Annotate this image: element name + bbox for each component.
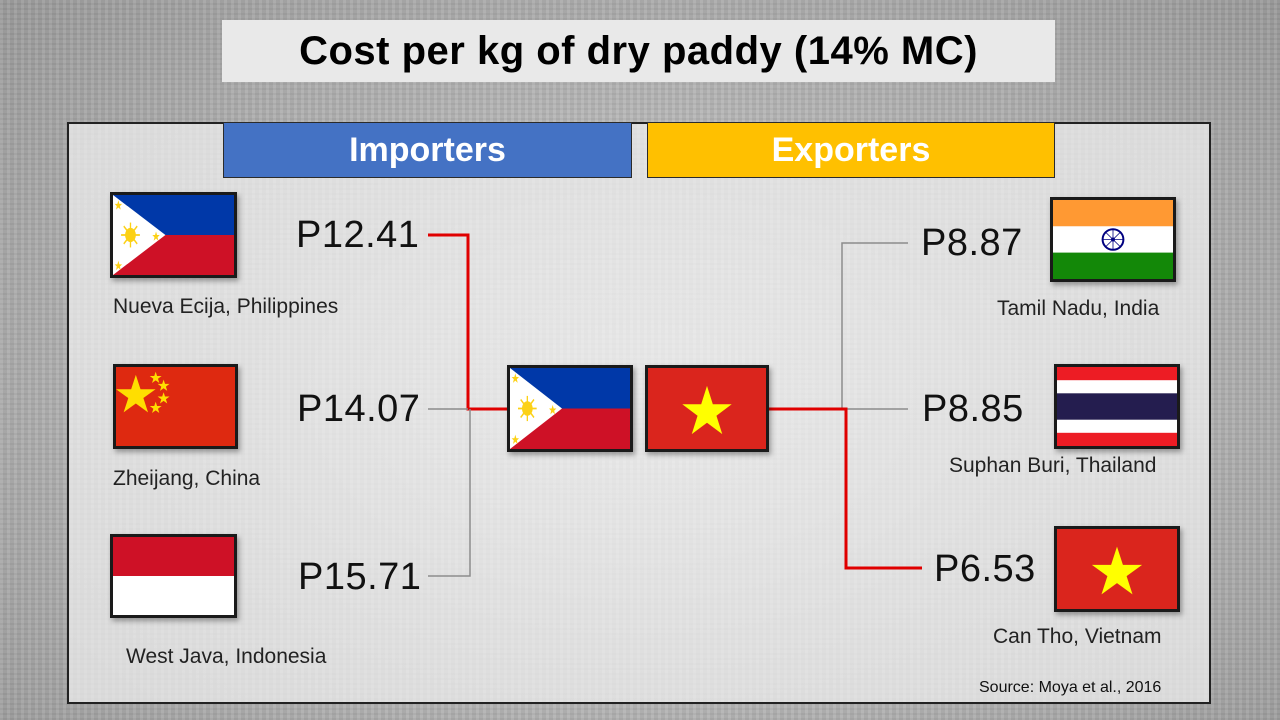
place-philippines: Nueva Ecija, Philippines xyxy=(113,295,339,318)
place-thailand: Suphan Buri, Thailand xyxy=(949,454,1157,477)
place-india: Tamil Nadu, India xyxy=(997,297,1160,320)
indonesia-flag xyxy=(110,534,237,618)
price-india: P8.87 xyxy=(921,222,1023,264)
philippines-flag-winner xyxy=(507,365,633,452)
exporters-header: Exporters xyxy=(647,122,1055,178)
exporters-header-label: Exporters xyxy=(771,130,931,169)
importers-header-label: Importers xyxy=(349,130,506,169)
price-china: P14.07 xyxy=(297,388,421,430)
price-thailand: P8.85 xyxy=(922,388,1024,430)
connector-vietnam xyxy=(766,407,922,570)
place-vietnam: Can Tho, Vietnam xyxy=(993,625,1162,648)
price-vietnam: P6.53 xyxy=(934,548,1036,590)
place-china: Zheijang, China xyxy=(113,467,261,490)
china-flag xyxy=(113,364,238,449)
price-philippines: P12.41 xyxy=(296,214,420,256)
bracket-panel xyxy=(67,122,1211,704)
connector-philippines xyxy=(428,233,510,411)
source-citation: Source: Moya et al., 2016 xyxy=(979,679,1162,696)
vietnam-flag-winner xyxy=(645,365,769,452)
philippines-flag xyxy=(110,192,237,278)
connector-india xyxy=(841,242,908,409)
title-banner: Cost per kg of dry paddy (14% MC) xyxy=(222,20,1055,82)
india-flag xyxy=(1050,197,1176,282)
page-title: Cost per kg of dry paddy (14% MC) xyxy=(299,28,978,73)
thailand-flag xyxy=(1054,364,1180,449)
vietnam-flag xyxy=(1054,526,1180,612)
connector-indonesia xyxy=(428,409,471,577)
price-indonesia: P15.71 xyxy=(298,556,422,598)
place-indonesia: West Java, Indonesia xyxy=(126,645,327,668)
importers-header: Importers xyxy=(223,122,632,178)
